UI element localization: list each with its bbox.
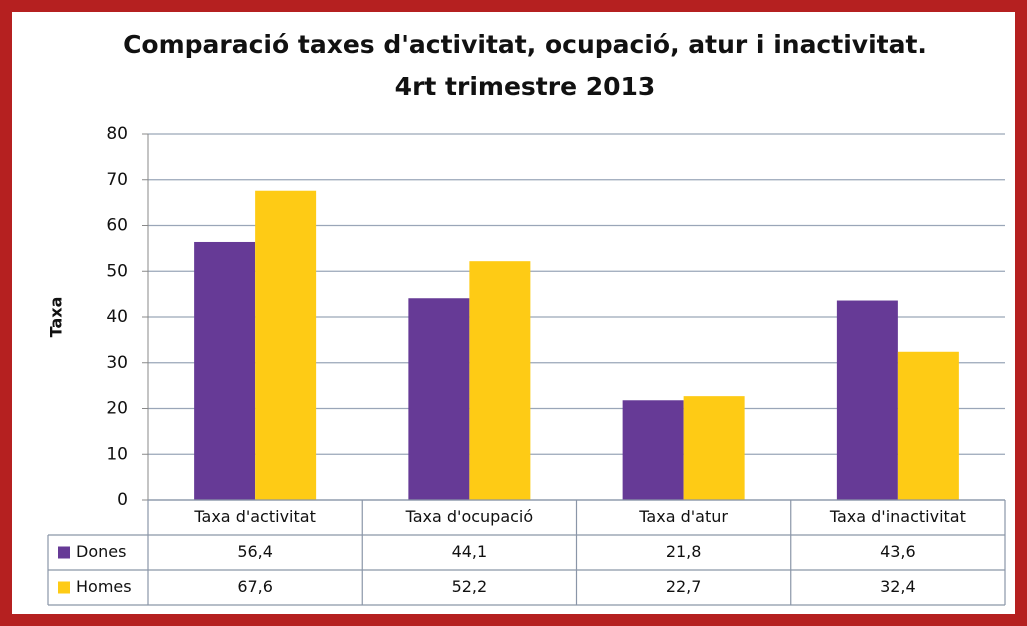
y-axis-label: Taxa	[47, 297, 66, 338]
y-tick-label: 10	[106, 444, 128, 464]
x-tick-label: Taxa d'ocupació	[405, 507, 534, 526]
table-value: 67,6	[237, 577, 273, 596]
y-tick-label: 70	[106, 170, 128, 190]
bar	[469, 261, 531, 500]
y-tick-label: 80	[106, 124, 128, 144]
y-tick-label: 60	[106, 216, 128, 236]
y-tick-label: 0	[117, 490, 128, 510]
table-value: 44,1	[452, 542, 488, 561]
legend-label: Homes	[76, 577, 132, 596]
y-tick-label: 30	[106, 353, 128, 373]
legend-swatch	[58, 581, 70, 594]
chart-subtitle: 4rt trimestre 2013	[395, 72, 656, 101]
table-value: 32,4	[880, 577, 916, 596]
table-value: 22,7	[666, 577, 702, 596]
bar	[408, 298, 470, 500]
bar	[897, 351, 959, 500]
bar	[683, 396, 745, 500]
x-tick-label: Taxa d'inactivitat	[829, 507, 966, 526]
y-tick-label: 50	[106, 261, 128, 281]
x-tick-label: Taxa d'atur	[638, 507, 728, 526]
legend-label: Dones	[76, 542, 126, 561]
bar	[194, 241, 256, 500]
legend-swatch	[58, 546, 70, 559]
chart-title: Comparació taxes d'activitat, ocupació, …	[123, 30, 927, 59]
x-tick-label: Taxa d'activitat	[193, 507, 315, 526]
table-value: 56,4	[237, 542, 273, 561]
bar	[255, 190, 317, 501]
table-value: 21,8	[666, 542, 702, 561]
y-tick-label: 20	[106, 399, 128, 419]
table-value: 52,2	[452, 577, 488, 596]
y-tick-label: 40	[106, 307, 128, 327]
table-value: 43,6	[880, 542, 916, 561]
bar	[836, 300, 898, 500]
bar	[622, 400, 684, 500]
